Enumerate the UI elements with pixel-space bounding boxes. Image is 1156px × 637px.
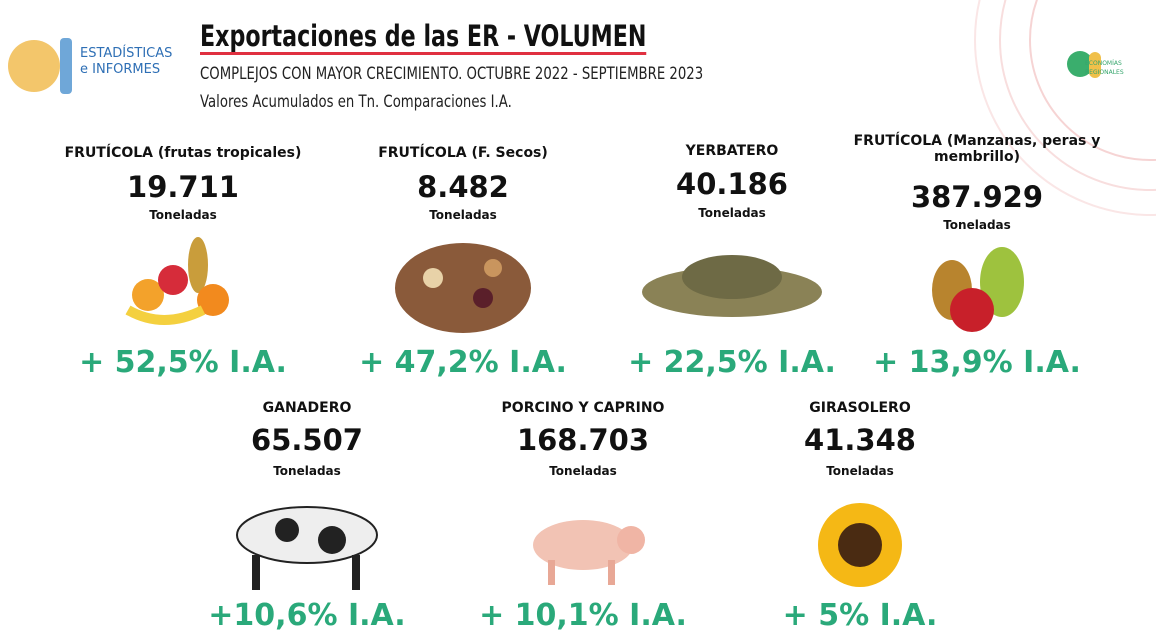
item-value: 8.482 [333,170,593,204]
logo-text: e INFORMES [80,62,160,77]
title: Exportaciones de las ER - VOLUMEN [200,20,646,55]
item-name: YERBATERO [602,143,862,159]
logo-text: ECONOMÍAS [1085,60,1122,67]
item-name: FRUTÍCOLA (Manzanas, peras y membrillo) [847,133,1107,165]
item-unit: Toneladas [453,464,713,478]
item-name: GIRASOLERO [730,400,990,416]
item-value: 41.348 [730,423,990,457]
item-value: 40.186 [602,167,862,201]
item-change: + 13,9% I.A. [827,345,1127,380]
item-unit: Toneladas [847,218,1107,232]
item-change: +10,6% I.A. [157,598,457,633]
item-value: 168.703 [453,423,713,457]
item-name: PORCINO Y CAPRINO [453,400,713,416]
item-name: GANADERO [177,400,437,416]
logo-text: ESTADÍSTICAS [80,46,172,61]
item-value: 387.929 [847,180,1107,214]
item-unit: Toneladas [177,464,437,478]
item-change: + 10,1% I.A. [433,598,733,633]
logo-text: REGIONALES [1085,69,1124,76]
page: Exportaciones de las ER - VOLUMEN COMPLE… [0,0,1156,637]
item-change: + 5% I.A. [710,598,1010,633]
item-value: 19.711 [53,170,313,204]
subtitle: COMPLEJOS CON MAYOR CRECIMIENTO. OCTUBRE… [200,64,703,84]
item-name: FRUTÍCOLA (F. Secos) [333,145,593,161]
item-name: FRUTÍCOLA (frutas tropicales) [53,145,313,161]
item-value: 65.507 [177,423,437,457]
item-unit: Toneladas [53,208,313,222]
item-unit: Toneladas [602,206,862,220]
note: Valores Acumulados en Tn. Comparaciones … [200,92,512,112]
item-change: + 47,2% I.A. [313,345,613,380]
item-change: + 52,5% I.A. [33,345,333,380]
decoration [0,0,1156,637]
item-unit: Toneladas [333,208,593,222]
item-unit: Toneladas [730,464,990,478]
